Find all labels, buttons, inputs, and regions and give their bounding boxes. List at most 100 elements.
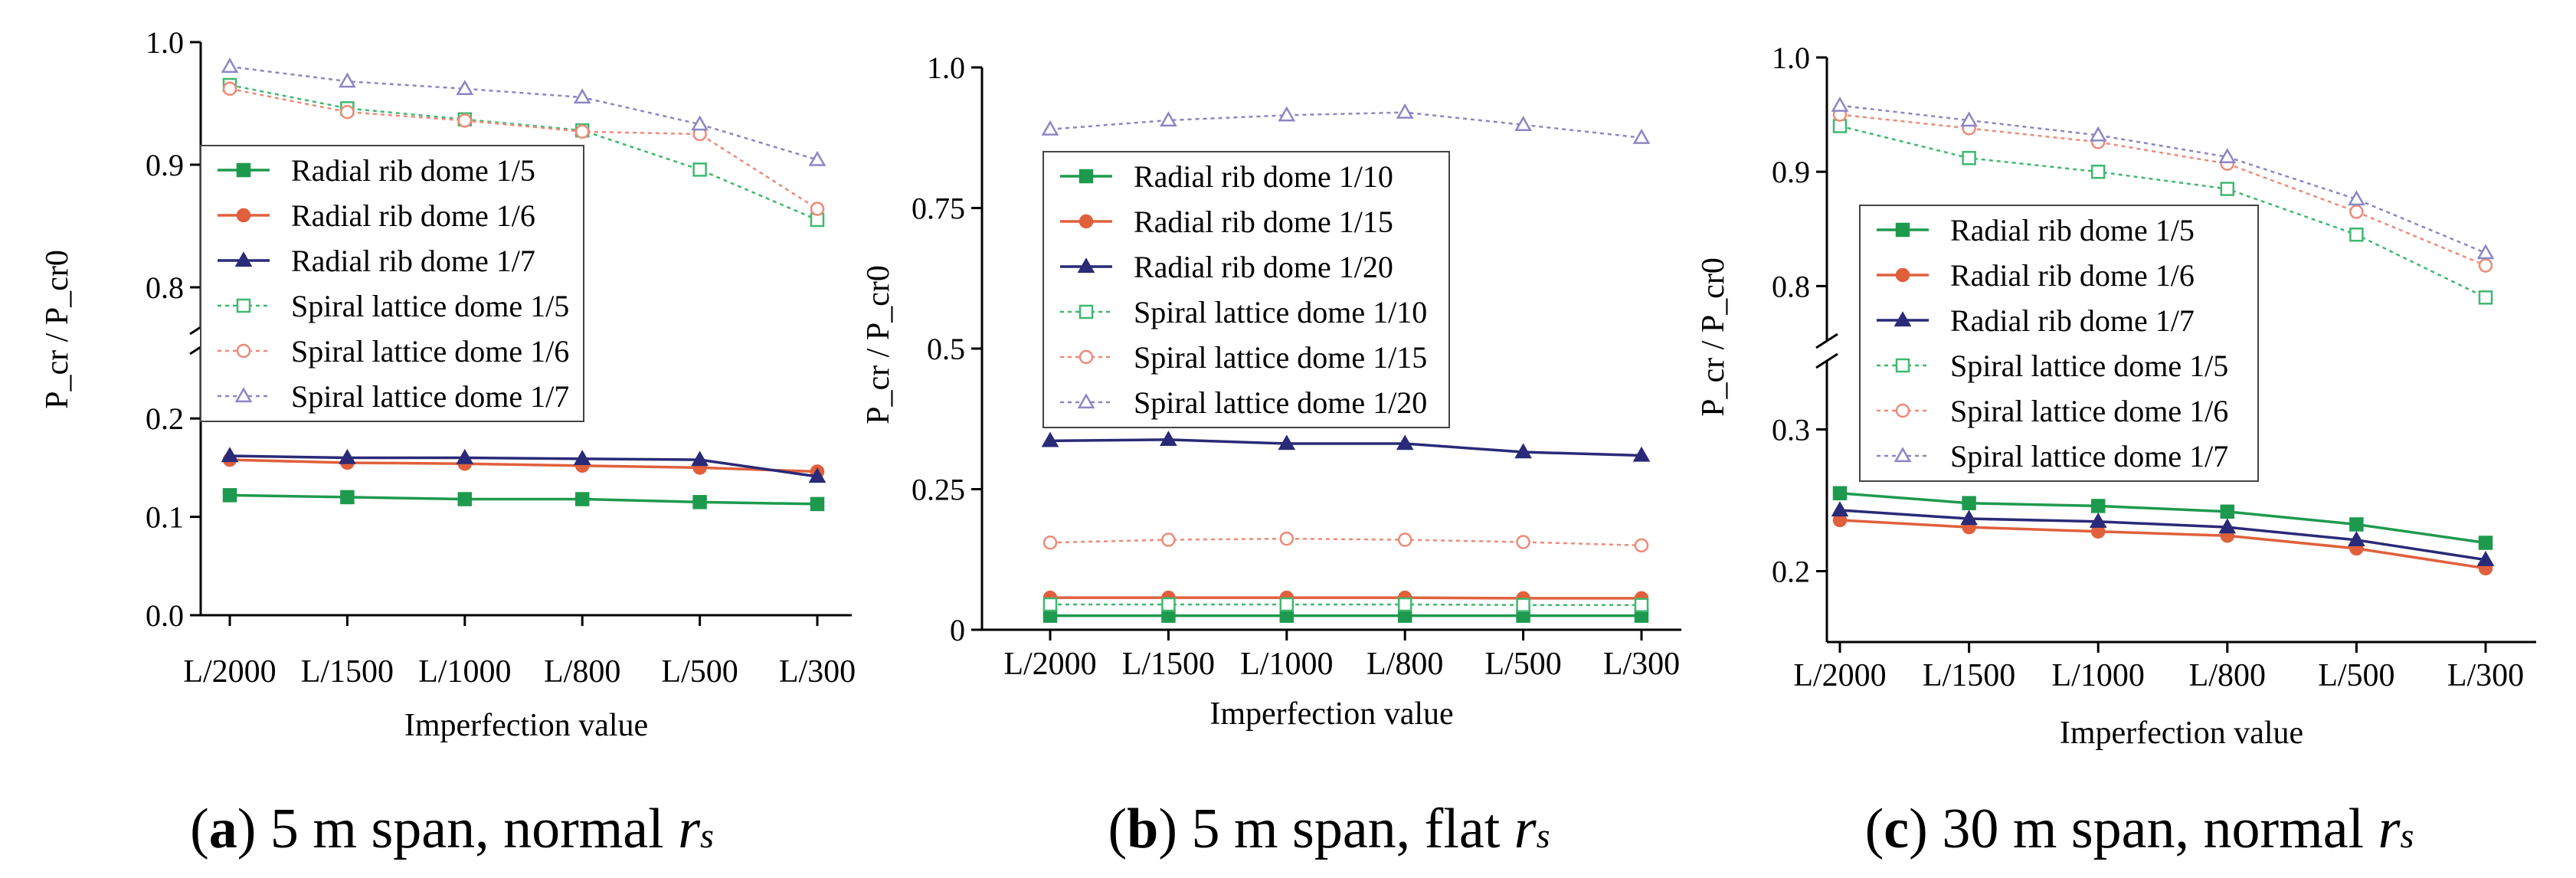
panel-c-series-line [1839, 509, 2486, 562]
panel-a-data-point [692, 495, 707, 509]
panel-c-legend-label: Radial rib dome 1/5 [1950, 213, 2195, 247]
panel-c-data-point [1831, 96, 1849, 112]
panel-b-series-line [1049, 111, 1642, 139]
panel-a-legend-label: Radial rib dome 1/5 [291, 153, 535, 188]
panel-a-data-point [808, 150, 826, 166]
panel-b-x-tick-label: L/300 [1603, 647, 1680, 682]
panel-c-legend-swatch-marker [1895, 267, 1910, 283]
panel-a-data-point [574, 492, 590, 506]
panel-c-data-point [2090, 499, 2106, 513]
panel-b-legend-swatch-marker [1079, 214, 1094, 229]
panel-c-data-point [2089, 126, 2107, 142]
panel-b-data-point [1161, 532, 1176, 547]
panel-a-legend-swatch-marker [234, 251, 253, 267]
panel-a-series-line [229, 458, 818, 473]
panel-a-data-point [222, 488, 237, 503]
panel-a-y-tick-label: 0.2 [146, 401, 184, 436]
panel-a-x-tick-label: L/500 [661, 654, 738, 690]
panel-b-data-point [1396, 434, 1414, 450]
panel-a-y-tick-label: 0.1 [146, 500, 184, 535]
panel-a-legend-swatch-marker [236, 162, 251, 178]
panel-a-data-point [810, 496, 825, 512]
panel-a-data-point [692, 162, 707, 177]
panel-b-y-tick-label: 0.75 [912, 192, 965, 226]
panel-b-legend-label: Radial rib dome 1/20 [1134, 250, 1393, 284]
panel-c-legend-swatch-marker [1895, 403, 1910, 418]
panel-c-legend-box [1859, 205, 2259, 482]
panel-b-legend-swatch-marker [1079, 304, 1094, 319]
panel-b-y-tick-label: 0.5 [927, 332, 965, 366]
panel-a-y-tick-label: 0.0 [146, 598, 184, 633]
panel-b-data-point [1279, 597, 1295, 612]
panel-b-x-tick-label: L/500 [1484, 647, 1561, 682]
panel-a-data-point [691, 115, 709, 131]
panel-a-data-point [457, 113, 473, 128]
panel-c-series-line [1839, 104, 2486, 254]
caption-c: (c) 30 m span, normal rs [1864, 798, 2414, 860]
panel-c-data-point [1832, 486, 1848, 500]
panel-c-legend-label: Spiral lattice dome 1/7 [1950, 439, 2228, 473]
panel-c-data-point [2349, 228, 2364, 242]
panel-c-series-line [1839, 519, 2486, 570]
panel-a-data-point [456, 448, 474, 464]
panel-a-y-tick-label: 0.8 [146, 270, 184, 305]
panel-c-legend-label: Spiral lattice dome 1/5 [1950, 349, 2228, 383]
caption-b-letter: b [1127, 798, 1159, 860]
panel-b-series-line [1049, 438, 1642, 457]
panel-c-legend-swatch-marker [1895, 358, 1910, 373]
panel-c-data-point [2090, 164, 2106, 179]
panel-a-legend-swatch-marker [234, 387, 253, 403]
panel-a-legend-box [200, 145, 584, 422]
caption-a-sub: s [700, 816, 714, 855]
panel-c-data-point [1960, 509, 1978, 526]
panel-c-data-point [2348, 531, 2365, 546]
panel-c-y-tick-label: 1.0 [1772, 41, 1810, 75]
panel-b-legend-swatch-marker [1077, 257, 1095, 274]
panel-b-data-point [1632, 446, 1651, 462]
panel-c-legend-label: Radial rib dome 1/6 [1950, 258, 2195, 293]
panel-c-y-tick-label: 0.9 [1772, 155, 1810, 189]
panel-a-legend-swatch-marker [236, 343, 251, 359]
panel-a-data-point [340, 490, 355, 505]
panel-a-data-point [222, 81, 237, 97]
panel-c-data-point [2218, 148, 2237, 163]
panel-b-data-point [1161, 597, 1176, 612]
panel-b-data-point [1397, 532, 1412, 547]
panel-c-data-point [2349, 205, 2364, 219]
panel-b-data-point [1278, 434, 1296, 450]
panel-c-y-tick-label: 0.3 [1772, 413, 1810, 447]
panel-c-data-point [1831, 501, 1849, 517]
panel-c-legend-label: Radial rib dome 1/7 [1950, 303, 2195, 338]
panel-b-x-tick-label: L/1000 [1240, 647, 1333, 682]
panel-b-data-point [1160, 431, 1177, 447]
panel-c-series-line [1839, 125, 2486, 299]
panel-b-y-tick-label: 1.0 [927, 51, 965, 85]
panel-b-x-tick-label: L/800 [1367, 647, 1443, 682]
panel-b-x-axis-title: Imperfection value [1209, 696, 1453, 732]
caption-b: (b) 5 m span, flat rs [1108, 798, 1550, 860]
panel-c-data-point [2089, 513, 2107, 528]
panel-c-x-tick-label: L/300 [2447, 658, 2524, 693]
panel-a-series-line [229, 87, 818, 210]
panel-c-data-point [2348, 190, 2365, 206]
panel-c-x-tick-label: L/1000 [2052, 658, 2145, 693]
panel-c-data-point [2220, 504, 2235, 519]
panel-b-data-point [1041, 431, 1059, 447]
panel-b-data-point [1043, 597, 1058, 612]
panel-c-data-point [1832, 119, 1848, 133]
caption-c-letter: c [1884, 798, 1910, 860]
panel-b-legend-label: Spiral lattice dome 1/20 [1134, 385, 1427, 420]
panel-a-data-point [810, 201, 825, 216]
panel-c-x-tick-label: L/2000 [1793, 658, 1886, 693]
panel-b-data-point [1396, 103, 1414, 119]
panel-a-y-axis-title: P_cr / P_cr0 [40, 250, 75, 409]
panel-a-data-point [691, 450, 709, 467]
panel-a-legend-label: Radial rib dome 1/6 [291, 198, 535, 233]
panel-a-data-point [339, 448, 356, 464]
panel-b-data-point [1397, 597, 1412, 612]
panel-b-data-point [1516, 598, 1530, 612]
panel-b-y-tick-label: 0.25 [912, 473, 965, 507]
panel-a-data-point [574, 124, 590, 139]
panel-c-data-point [2476, 550, 2495, 566]
panel-b-legend-swatch-marker [1077, 393, 1095, 409]
